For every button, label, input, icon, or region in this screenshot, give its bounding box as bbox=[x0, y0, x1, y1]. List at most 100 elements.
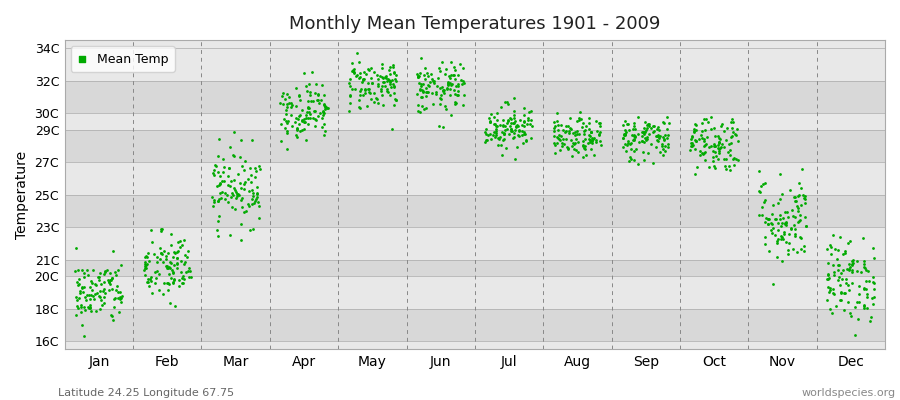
Point bbox=[216, 168, 230, 175]
Point bbox=[860, 267, 875, 274]
Point bbox=[483, 118, 498, 124]
Point bbox=[240, 176, 255, 182]
Point bbox=[793, 212, 807, 218]
Point bbox=[556, 141, 571, 147]
Point bbox=[382, 78, 397, 84]
Point bbox=[758, 180, 772, 186]
Point bbox=[844, 266, 859, 273]
Point bbox=[288, 118, 302, 125]
Point bbox=[419, 85, 434, 92]
Point bbox=[724, 133, 739, 139]
Point bbox=[626, 120, 641, 127]
Point bbox=[163, 300, 177, 306]
Point bbox=[343, 93, 357, 100]
Point bbox=[642, 123, 656, 130]
Point bbox=[140, 250, 155, 257]
Point bbox=[448, 76, 463, 83]
Point bbox=[105, 316, 120, 323]
Point bbox=[383, 71, 398, 78]
Point bbox=[292, 112, 306, 119]
Point bbox=[73, 288, 87, 294]
Point bbox=[166, 262, 181, 268]
Bar bbox=[65, 309, 885, 341]
Bar bbox=[65, 276, 885, 309]
Point bbox=[491, 110, 505, 116]
Point bbox=[169, 254, 184, 261]
Point bbox=[622, 127, 636, 134]
Point bbox=[646, 129, 661, 136]
Point bbox=[486, 132, 500, 139]
Point bbox=[697, 151, 711, 158]
Point bbox=[833, 290, 848, 296]
Point bbox=[788, 233, 802, 239]
Point bbox=[489, 126, 503, 132]
Point bbox=[382, 77, 396, 83]
Point bbox=[852, 283, 867, 289]
Point bbox=[581, 126, 596, 132]
Point bbox=[561, 146, 575, 152]
Point bbox=[346, 68, 361, 75]
Point bbox=[547, 119, 562, 125]
Point bbox=[684, 136, 698, 142]
Point bbox=[566, 130, 580, 136]
Point bbox=[820, 296, 834, 303]
Point bbox=[83, 284, 97, 290]
Point bbox=[244, 172, 258, 178]
Point bbox=[547, 125, 562, 132]
Point bbox=[627, 136, 642, 142]
Point bbox=[708, 142, 723, 149]
Point bbox=[104, 277, 118, 284]
Point bbox=[211, 226, 225, 233]
Point bbox=[457, 80, 472, 87]
Point bbox=[778, 220, 793, 226]
Point bbox=[317, 102, 331, 108]
Point bbox=[618, 128, 633, 135]
Point bbox=[80, 266, 94, 273]
Point bbox=[93, 306, 107, 312]
Point bbox=[857, 264, 871, 270]
Point bbox=[83, 302, 97, 308]
Point bbox=[280, 128, 294, 134]
Point bbox=[368, 95, 382, 101]
Point bbox=[320, 105, 335, 112]
Point bbox=[845, 262, 859, 268]
Point bbox=[426, 101, 440, 107]
Point bbox=[217, 178, 231, 185]
Point bbox=[443, 79, 457, 86]
Point bbox=[176, 280, 190, 286]
Point bbox=[353, 104, 367, 111]
Point bbox=[430, 82, 445, 89]
Point bbox=[776, 214, 790, 221]
Point bbox=[776, 236, 790, 242]
Point bbox=[164, 242, 178, 248]
Point bbox=[346, 66, 361, 72]
Point bbox=[798, 196, 813, 202]
Point bbox=[511, 131, 526, 138]
Point bbox=[213, 195, 228, 202]
Point bbox=[86, 296, 101, 302]
Point bbox=[621, 140, 635, 146]
Point bbox=[431, 123, 446, 129]
Point bbox=[552, 136, 566, 142]
Point bbox=[503, 116, 517, 122]
Point bbox=[661, 141, 675, 147]
Point bbox=[352, 74, 366, 81]
Point bbox=[231, 192, 246, 198]
Point bbox=[374, 74, 389, 80]
Point bbox=[389, 71, 403, 78]
Point bbox=[343, 82, 357, 89]
Point bbox=[487, 120, 501, 127]
Point bbox=[568, 132, 582, 138]
Point bbox=[559, 136, 573, 142]
Point bbox=[441, 80, 455, 86]
Point bbox=[857, 302, 871, 308]
Point bbox=[237, 181, 251, 187]
Point bbox=[76, 289, 90, 296]
Point bbox=[494, 104, 508, 110]
Point bbox=[496, 122, 510, 128]
Point bbox=[77, 307, 92, 313]
Point bbox=[585, 139, 599, 146]
Point bbox=[799, 223, 814, 230]
Point bbox=[841, 282, 855, 288]
Point bbox=[144, 274, 158, 281]
